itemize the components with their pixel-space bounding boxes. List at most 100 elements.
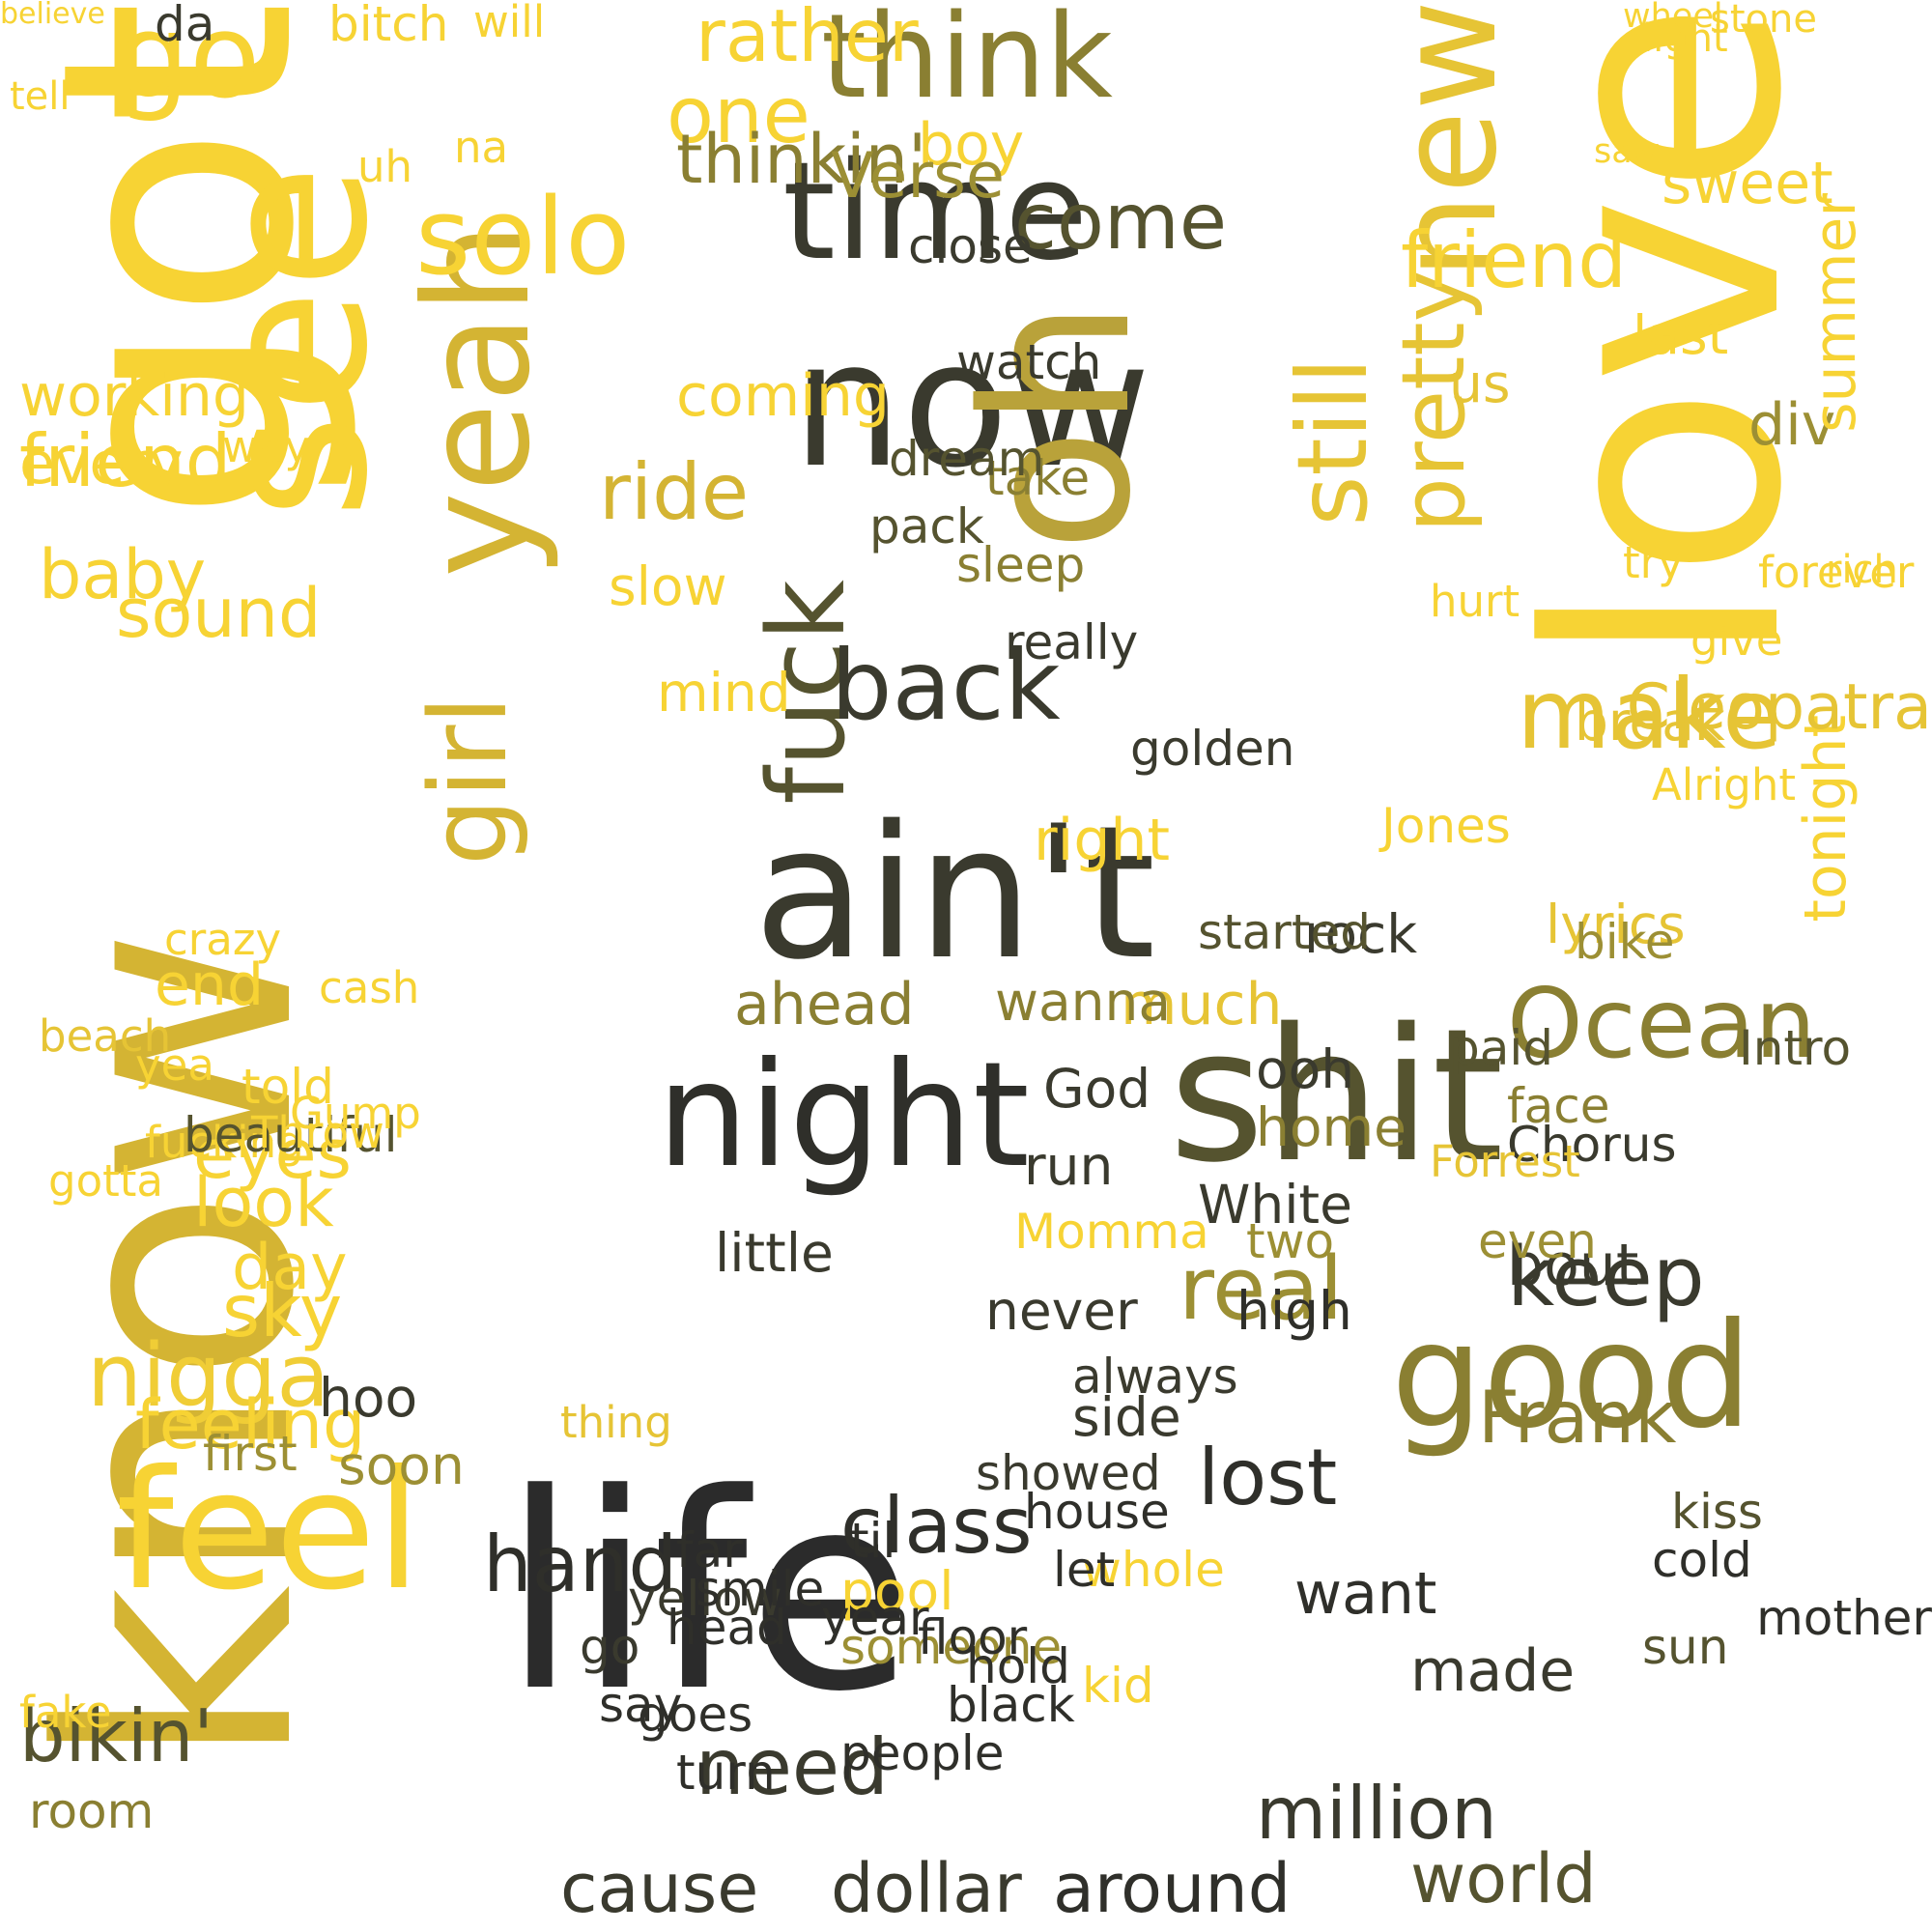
word-44: working <box>19 362 249 430</box>
word-29: real <box>1179 1238 1344 1340</box>
word-132: beach <box>39 1010 172 1062</box>
word-133: gotta <box>48 1155 163 1207</box>
word-60: summer <box>1802 193 1869 433</box>
word-7: now <box>792 304 1151 506</box>
word-50: eyes <box>193 1115 353 1194</box>
word-131: beautiful <box>184 1107 398 1163</box>
word-64: break <box>1575 691 1725 753</box>
word-139: crazy <box>164 914 282 965</box>
word-105: someone <box>840 1619 1063 1675</box>
word-56: Verse <box>831 140 1005 213</box>
word-20: nigga <box>87 1325 330 1427</box>
word-84: room <box>29 1783 155 1839</box>
word-140: slow <box>609 555 727 617</box>
word-76: never <box>985 1280 1138 1342</box>
word-68: ahead <box>734 971 915 1038</box>
word-124: cold <box>1652 1532 1752 1588</box>
word-54: thinkin' <box>676 120 927 199</box>
word-51: end <box>155 952 265 1019</box>
word-95: pack <box>869 498 984 554</box>
word-47: sky <box>222 1268 343 1353</box>
word-37: around <box>1053 1849 1292 1928</box>
word-126: kiss <box>1671 1484 1763 1540</box>
word-113: black <box>947 1677 1075 1733</box>
word-102: face <box>1507 1078 1610 1134</box>
word-28: keep <box>1507 1230 1705 1325</box>
word-3: life <box>502 1436 915 1751</box>
word-98: really <box>1005 614 1139 670</box>
word-111: say <box>599 1677 683 1733</box>
word-4: ain't <box>753 786 1156 1000</box>
word-36: dollar <box>831 1849 1022 1928</box>
word-9: time <box>782 133 1089 291</box>
word-91: Momma <box>1014 1204 1209 1260</box>
word-159: hurt <box>1430 576 1520 627</box>
word-158: Forrest <box>1430 1136 1580 1187</box>
word-33: class <box>840 1481 1033 1571</box>
word-150: light <box>1642 16 1728 61</box>
word-141: mind <box>657 662 791 724</box>
word-88: pool <box>840 1560 954 1622</box>
word-79: high <box>1236 1280 1352 1342</box>
word-154: told <box>242 1059 334 1115</box>
word-86: fucking <box>145 1117 304 1168</box>
word-75: little <box>715 1222 834 1284</box>
word-77: side <box>1072 1386 1181 1448</box>
word-59: sweet <box>1662 150 1833 217</box>
word-129: paid <box>1449 1020 1554 1076</box>
word-58: last <box>1633 304 1729 366</box>
word-62: Cleopatra <box>1626 671 1932 744</box>
word-116: head <box>667 1600 787 1656</box>
word-89: kid <box>1082 1658 1154 1714</box>
word-135: cash <box>319 962 420 1013</box>
word-38: million <box>1256 1771 1497 1856</box>
word-101: two <box>1246 1213 1335 1269</box>
word-81: made <box>1410 1637 1576 1705</box>
word-161: forever <box>1758 547 1915 598</box>
word-97: close <box>908 218 1033 274</box>
word-138: thing <box>560 1397 672 1448</box>
word-155: Throw <box>251 1107 384 1158</box>
word-61: tonight <box>1792 715 1860 923</box>
word-144: bitch <box>328 0 449 52</box>
word-134: fake <box>19 1687 112 1738</box>
word-125: mother <box>1756 1590 1932 1646</box>
word-151: stone <box>1710 0 1817 42</box>
word-11: good <box>1391 1293 1752 1461</box>
word-156: Gump <box>290 1088 421 1139</box>
word-67: wanna <box>995 971 1172 1033</box>
word-114: til <box>850 1513 896 1569</box>
word-160: Alright <box>1652 759 1797 810</box>
word-99: golden <box>1130 721 1295 777</box>
word-22: Ocean <box>1507 967 1816 1080</box>
word-71: bout <box>1507 1232 1639 1299</box>
word-117: turn <box>676 1745 776 1801</box>
word-72: home <box>1256 1096 1406 1158</box>
word-90: whole <box>1082 1542 1225 1598</box>
word-149: tell <box>10 74 71 119</box>
word-115: house <box>1024 1484 1170 1540</box>
word-19: solo <box>415 175 631 298</box>
word-65: right <box>1034 807 1170 874</box>
word-63: lyrics <box>1546 894 1686 955</box>
word-148: uh <box>357 141 413 192</box>
word-118: hold <box>966 1638 1070 1694</box>
word-69: God <box>1043 1058 1151 1120</box>
word-5: shit <box>1169 989 1504 1203</box>
word-147: way <box>222 421 311 472</box>
word-78: run <box>1024 1135 1114 1197</box>
word-123: goes <box>638 1687 753 1743</box>
word-130: bike <box>1575 914 1675 970</box>
word-120: floor <box>918 1609 1028 1665</box>
word-43: baby <box>39 535 207 614</box>
word-80: want <box>1294 1560 1437 1628</box>
word-49: day <box>232 1232 348 1304</box>
word-122: smile <box>696 1561 825 1617</box>
word-109: go <box>580 1619 640 1675</box>
word-40: bikin' <box>19 1693 213 1778</box>
word-112: let <box>1053 1542 1116 1598</box>
word-164: rich <box>1826 548 1898 592</box>
word-70: rock <box>1304 903 1418 965</box>
word-53: rather <box>696 0 919 78</box>
